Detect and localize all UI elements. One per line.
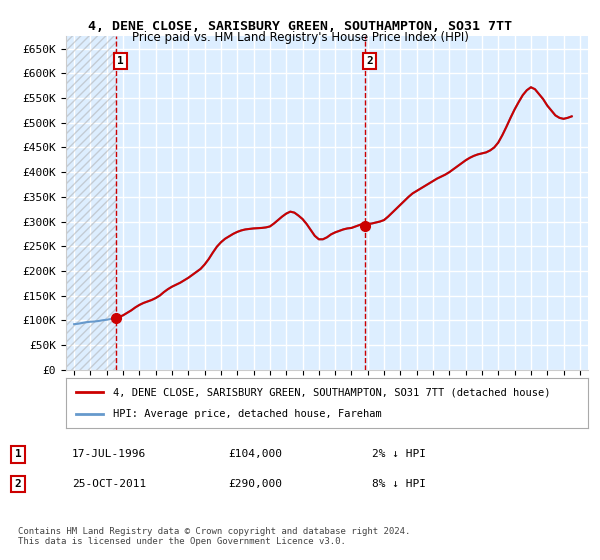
Text: Contains HM Land Registry data © Crown copyright and database right 2024.
This d: Contains HM Land Registry data © Crown c… (18, 526, 410, 546)
Text: 25-OCT-2011: 25-OCT-2011 (72, 479, 146, 489)
Text: 4, DENE CLOSE, SARISBURY GREEN, SOUTHAMPTON, SO31 7TT: 4, DENE CLOSE, SARISBURY GREEN, SOUTHAMP… (88, 20, 512, 32)
Text: 2: 2 (14, 479, 22, 489)
Text: HPI: Average price, detached house, Fareham: HPI: Average price, detached house, Fare… (113, 409, 382, 419)
Text: £104,000: £104,000 (228, 449, 282, 459)
Text: 1: 1 (14, 449, 22, 459)
Text: 1: 1 (117, 56, 124, 66)
Text: 2% ↓ HPI: 2% ↓ HPI (372, 449, 426, 459)
Text: 4, DENE CLOSE, SARISBURY GREEN, SOUTHAMPTON, SO31 7TT (detached house): 4, DENE CLOSE, SARISBURY GREEN, SOUTHAMP… (113, 387, 550, 397)
Text: Price paid vs. HM Land Registry's House Price Index (HPI): Price paid vs. HM Land Registry's House … (131, 31, 469, 44)
Text: £290,000: £290,000 (228, 479, 282, 489)
Bar (66, 36, 116, 370)
Text: 2: 2 (366, 56, 373, 66)
Text: 17-JUL-1996: 17-JUL-1996 (72, 449, 146, 459)
Text: 8% ↓ HPI: 8% ↓ HPI (372, 479, 426, 489)
